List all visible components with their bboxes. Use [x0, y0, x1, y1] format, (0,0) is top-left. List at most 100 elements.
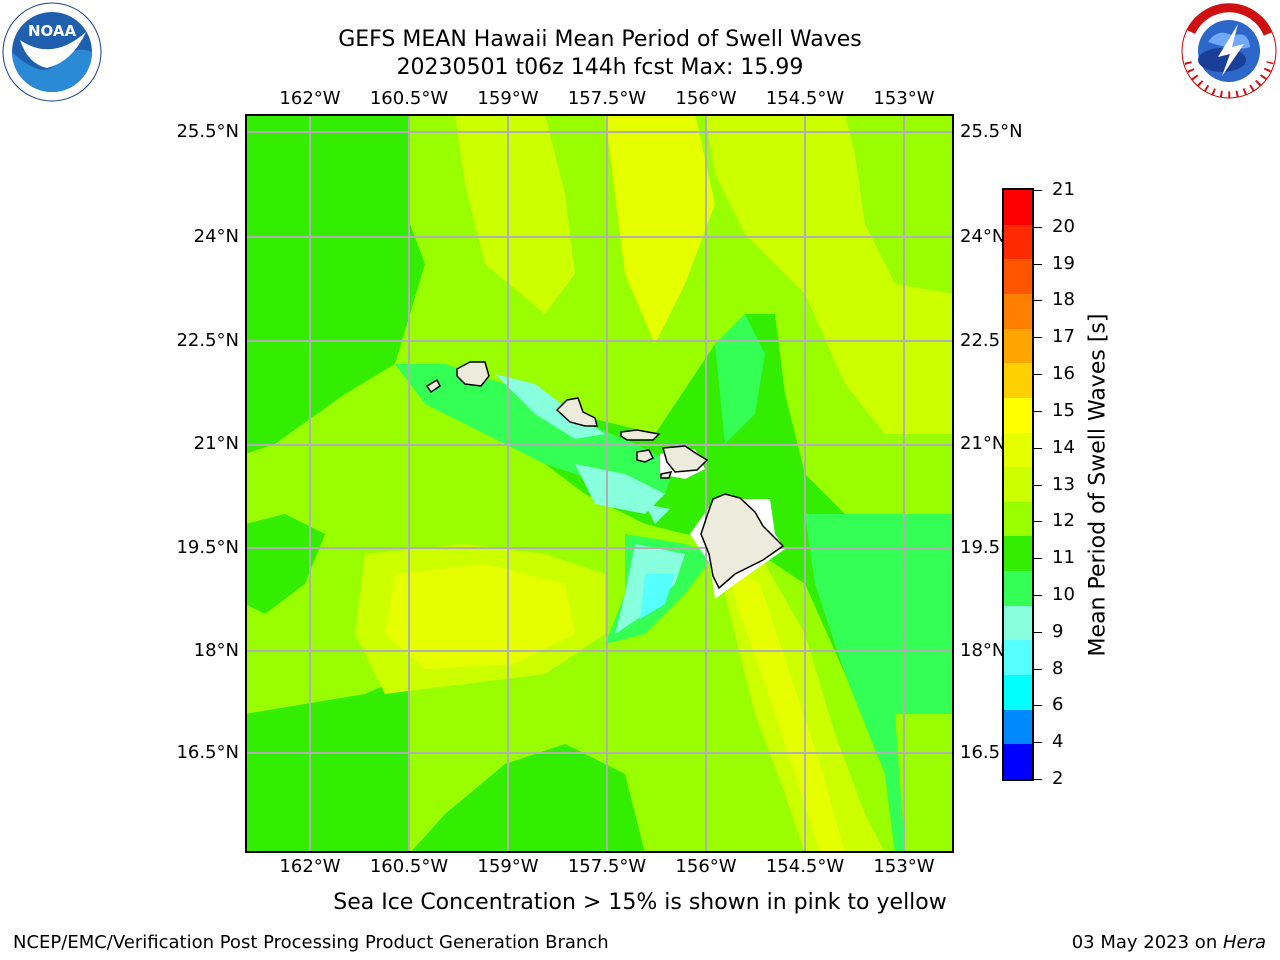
lat-label-left: 22.5°N	[176, 330, 239, 351]
colorbar-segment	[1004, 744, 1032, 779]
lat-label-right: 16.5	[960, 742, 1001, 763]
lon-label-bottom: 154.5°W	[765, 856, 845, 877]
lat-label-right: 19.5	[960, 537, 1001, 558]
colorbar-tick	[1034, 300, 1042, 302]
lat-label-left: 25.5°N	[176, 121, 239, 142]
colorbar-segment	[1004, 259, 1032, 296]
colorbar-segment	[1004, 467, 1032, 504]
lat-label-left: 18°N	[193, 640, 239, 661]
colorbar-tick-label: 6	[1052, 694, 1064, 716]
colorbar-tick-label: 10	[1052, 583, 1075, 605]
lon-label-top: 157.5°W	[567, 88, 647, 109]
lon-label-bottom: 162°W	[279, 856, 341, 877]
footer-credit: NCEP/EMC/Verification Post Processing Pr…	[13, 932, 609, 953]
swell-period-map[interactable]	[245, 114, 954, 853]
lon-label-top: 154.5°W	[765, 88, 845, 109]
colorbar-gradient	[1002, 188, 1034, 781]
lat-label-right: 21°N	[960, 433, 1006, 454]
lon-label-top: 153°W	[873, 88, 935, 109]
colorbar-title: Mean Period of Swell Waves [s]	[1085, 313, 1111, 657]
colorbar-tick-label: 21	[1052, 179, 1075, 200]
colorbar-segment	[1004, 709, 1032, 746]
kauai	[456, 361, 490, 387]
lon-label-bottom: 156°W	[675, 856, 737, 877]
colorbar-segment	[1004, 293, 1032, 330]
colorbar-segment	[1004, 397, 1032, 434]
colorbar-segment	[1004, 501, 1032, 538]
lat-label-right: 25.5°N	[960, 121, 1023, 142]
lon-label-bottom: 159°W	[477, 856, 539, 877]
lat-label-right: 18°N	[960, 640, 1006, 661]
colorbar-tick	[1034, 742, 1042, 744]
big-island	[700, 493, 785, 590]
graticule	[245, 114, 954, 853]
colorbar-tick	[1034, 631, 1042, 633]
colorbar-segment	[1004, 605, 1032, 642]
molokai	[620, 429, 661, 441]
colorbar-tick	[1034, 374, 1042, 376]
svg-text:NOAA: NOAA	[28, 22, 77, 40]
map-contours	[245, 114, 954, 853]
sea-ice-note: Sea Ice Concentration > 15% is shown in …	[333, 890, 947, 915]
lat-label-right: 22.5	[960, 330, 1001, 351]
map-subtitle: 20230501 t06z 144h fcst Max: 15.99	[396, 55, 804, 80]
colorbar-tick	[1034, 521, 1042, 523]
colorbar-tick-label: 18	[1052, 289, 1075, 311]
lat-label-left: 21°N	[193, 433, 239, 454]
colorbar-tick	[1034, 226, 1042, 228]
lon-label-bottom: 153°W	[873, 856, 935, 877]
footer-machine: Hera	[1222, 932, 1266, 953]
lanai	[636, 449, 655, 463]
kahoolawe	[660, 471, 673, 479]
lon-label-top: 160.5°W	[369, 88, 449, 109]
lon-label-top: 162°W	[279, 88, 341, 109]
lat-label-left: 19.5°N	[176, 537, 239, 558]
colorbar-tick	[1034, 558, 1042, 560]
lat-label-right: 24°N	[960, 226, 1006, 247]
colorbar-segment	[1004, 224, 1032, 261]
colorbar-tick-label: 20	[1052, 215, 1075, 237]
colorbar	[1002, 188, 1034, 781]
colorbar-segment	[1004, 640, 1032, 677]
colorbar-tick	[1034, 594, 1042, 596]
colorbar-tick	[1034, 190, 1042, 191]
hawaii-islands	[425, 361, 785, 590]
lon-label-bottom: 160.5°W	[369, 856, 449, 877]
colorbar-tick-label: 2	[1052, 768, 1064, 789]
colorbar-tick-label: 14	[1052, 436, 1075, 458]
nws-logo	[1178, 2, 1280, 100]
lat-label-left: 24°N	[193, 226, 239, 247]
colorbar-tick	[1034, 668, 1042, 670]
map-title: GEFS MEAN Hawaii Mean Period of Swell Wa…	[338, 27, 862, 52]
colorbar-segment	[1004, 328, 1032, 365]
lat-label-left: 16.5°N	[176, 742, 239, 763]
colorbar-tick-label: 16	[1052, 363, 1075, 385]
colorbar-segment	[1004, 675, 1032, 712]
colorbar-tick	[1034, 410, 1042, 412]
colorbar-segment	[1004, 432, 1032, 469]
colorbar-tick-label: 11	[1052, 547, 1075, 569]
colorbar-tick-label: 12	[1052, 510, 1075, 532]
colorbar-segment	[1004, 536, 1032, 573]
colorbar-tick-label: 9	[1052, 620, 1064, 642]
lon-label-top: 159°W	[477, 88, 539, 109]
colorbar-tick	[1034, 484, 1042, 486]
colorbar-tick	[1034, 337, 1042, 339]
colorbar-segment	[1004, 190, 1032, 226]
lon-label-bottom: 157.5°W	[567, 856, 647, 877]
lon-label-top: 156°W	[675, 88, 737, 109]
oahu	[555, 397, 598, 427]
colorbar-segment	[1004, 363, 1032, 400]
colorbar-tick-label: 13	[1052, 473, 1075, 495]
noaa-logo: NOAA	[2, 2, 102, 102]
colorbar-tick	[1034, 263, 1042, 265]
colorbar-tick	[1034, 779, 1042, 780]
colorbar-tick-label: 19	[1052, 252, 1075, 274]
map-area[interactable]	[245, 114, 954, 853]
colorbar-tick-label: 15	[1052, 399, 1075, 421]
colorbar-tick	[1034, 705, 1042, 707]
colorbar-tick	[1034, 447, 1042, 449]
niihau	[425, 378, 441, 394]
colorbar-segment	[1004, 571, 1032, 608]
colorbar-tick-label: 4	[1052, 731, 1064, 753]
